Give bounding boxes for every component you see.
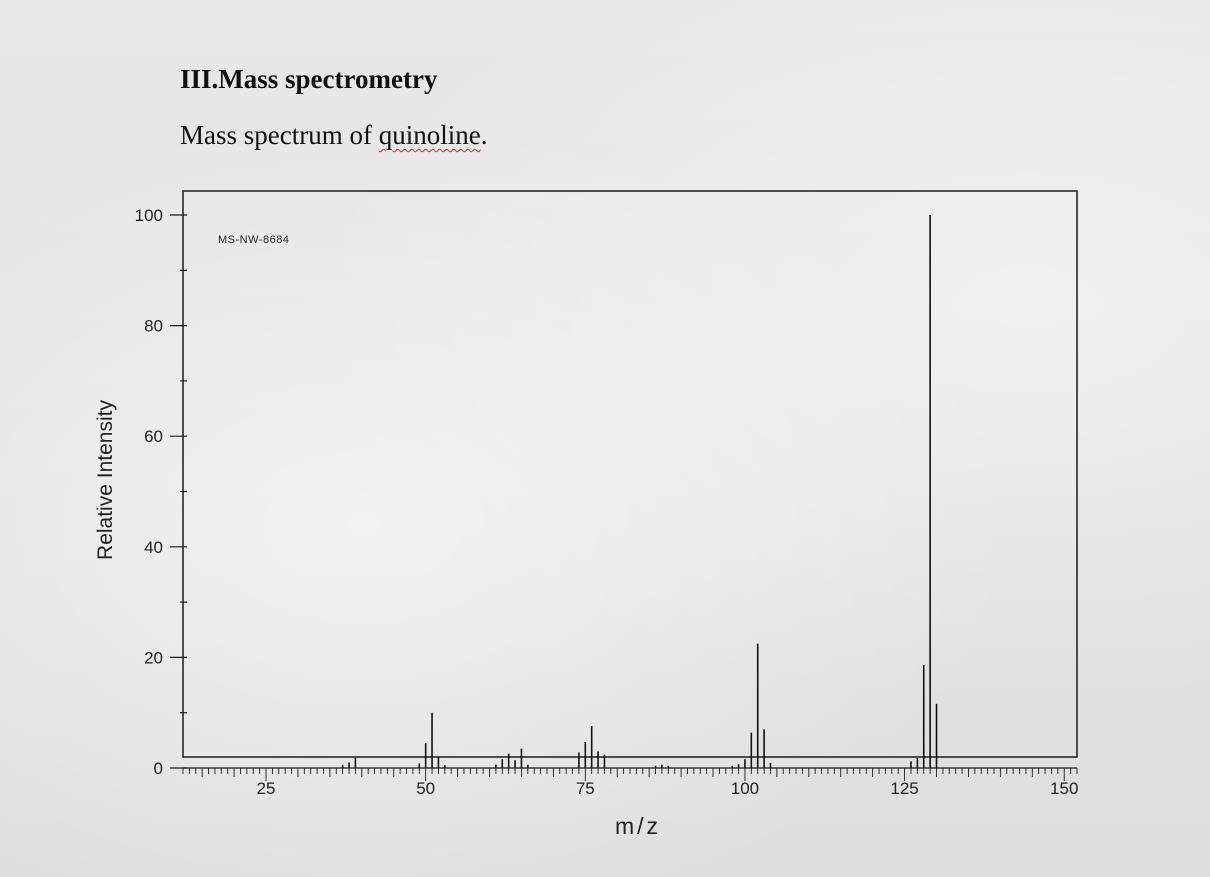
caption-text: Mass spectrum of bbox=[180, 120, 379, 150]
y-tick-label: 40 bbox=[144, 538, 163, 557]
y-tick-label: 100 bbox=[135, 206, 163, 225]
plot-frame bbox=[182, 190, 1078, 758]
y-axis-label: Relative Intensity bbox=[94, 400, 117, 560]
x-tick-label: 100 bbox=[731, 779, 759, 798]
x-tick-label: 50 bbox=[416, 779, 435, 798]
y-tick-label: 60 bbox=[144, 427, 163, 446]
x-tick-label: 25 bbox=[257, 779, 276, 798]
y-tick-label: 80 bbox=[144, 317, 163, 336]
x-tick-label: 150 bbox=[1050, 779, 1078, 798]
section-number: III. bbox=[180, 64, 219, 94]
x-axis: 25 50 75 100 125 150 bbox=[182, 767, 1078, 798]
caption-period: . bbox=[480, 120, 488, 150]
x-axis-label: m/z bbox=[615, 813, 661, 839]
peaks bbox=[341, 215, 938, 768]
chart-annotation: MS-NW-8684 bbox=[218, 234, 289, 246]
chart-caption: Mass spectrum of quinoline. bbox=[180, 120, 487, 151]
section-title: Mass spectrometry bbox=[218, 64, 438, 94]
y-tick-label: 20 bbox=[144, 648, 163, 667]
y-axis: 0 20 40 60 80 100 bbox=[135, 206, 187, 778]
y-tick-label: 0 bbox=[154, 759, 163, 778]
caption-compound-name: quinoline bbox=[378, 120, 481, 150]
section-heading: III.Mass spectrometry bbox=[180, 64, 437, 95]
x-tick-label: 75 bbox=[576, 779, 595, 798]
x-tick-label: 125 bbox=[890, 779, 918, 798]
